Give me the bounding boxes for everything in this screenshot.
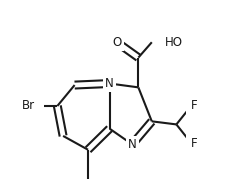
- Text: Br: Br: [29, 99, 42, 113]
- Text: O: O: [112, 36, 122, 49]
- Text: F: F: [191, 137, 198, 150]
- Text: N: N: [128, 138, 137, 151]
- Text: Br: Br: [22, 99, 35, 113]
- Text: F: F: [188, 137, 195, 150]
- Text: N: N: [105, 77, 114, 90]
- Text: N: N: [105, 77, 114, 90]
- Text: F: F: [188, 99, 195, 113]
- Text: O: O: [112, 36, 122, 49]
- Text: N: N: [128, 138, 137, 151]
- Text: HO: HO: [165, 36, 183, 49]
- Text: F: F: [191, 99, 198, 113]
- Text: HO: HO: [156, 36, 174, 49]
